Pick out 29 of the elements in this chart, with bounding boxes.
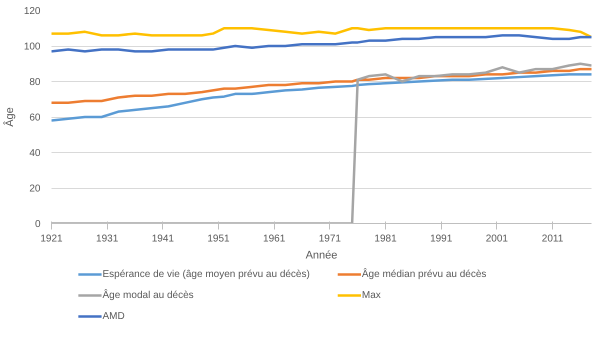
y-tick-label: 80 <box>29 77 41 88</box>
line-series <box>52 68 592 104</box>
x-tick-label: 1921 <box>40 234 64 244</box>
x-tick-label: 2011 <box>542 234 564 244</box>
x-tick-label: 1931 <box>96 234 119 244</box>
y-axis-title: Âge <box>2 107 16 127</box>
legend-label: Âge modal au décès <box>102 289 194 301</box>
y-tick-label: 0 <box>34 219 41 230</box>
y-tick-label: 60 <box>29 112 41 124</box>
x-axis-title: Année <box>306 250 338 262</box>
y-tick-label: 20 <box>29 184 41 194</box>
line-series <box>52 73 592 122</box>
y-tick-label: 40 <box>29 148 41 159</box>
x-tick-label: 1951 <box>207 234 230 244</box>
legend-label: Âge médian prévu au décès <box>362 268 486 280</box>
x-tick-label: 1981 <box>374 234 398 244</box>
line-series <box>52 62 592 224</box>
legend-label: Espérance de vie (âge moyen prévu au décès) <box>102 269 310 280</box>
line-series <box>52 34 592 53</box>
legend-label: AMD <box>102 311 125 322</box>
x-tick-label: 1971 <box>318 234 342 244</box>
legend-label: Max <box>362 290 381 301</box>
y-tick-label: 120 <box>24 6 41 17</box>
x-tick-label: 2001 <box>486 234 508 244</box>
x-tick-label: 1941 <box>152 234 174 244</box>
x-tick-label: 1961 <box>263 234 286 244</box>
line-series <box>52 27 592 38</box>
y-tick-label: 100 <box>24 42 41 52</box>
x-tick-label: 1991 <box>430 234 453 244</box>
